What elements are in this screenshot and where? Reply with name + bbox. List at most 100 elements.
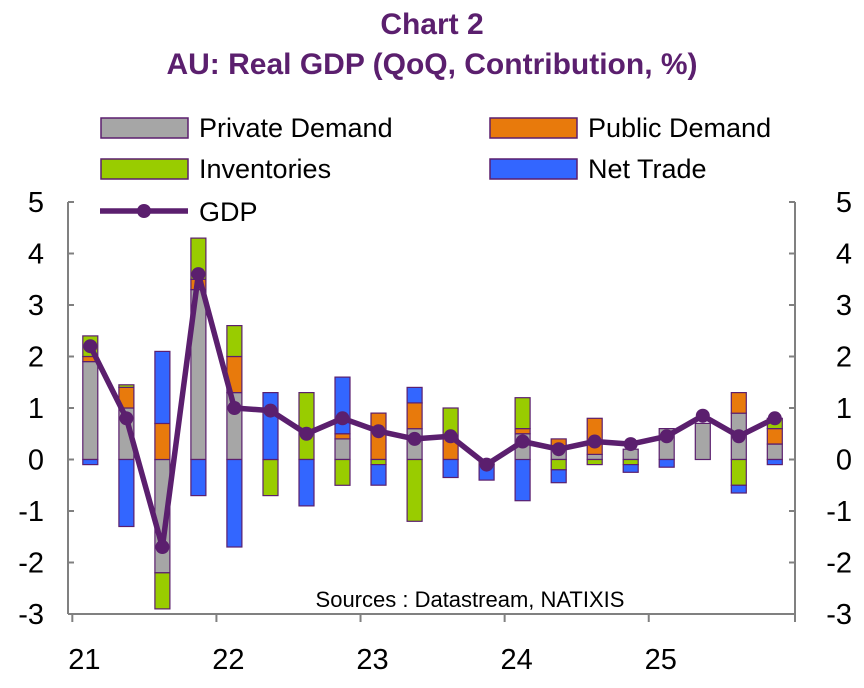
bar-net-trade-22Q3 bbox=[298, 458, 315, 507]
bar-net-trade-21Q1 bbox=[82, 458, 99, 466]
bar-inventories-23Q1 bbox=[370, 458, 387, 466]
gdp-point-21Q1 bbox=[83, 339, 98, 354]
bar-net-trade-25Q3 bbox=[730, 484, 747, 494]
gdp-point-25Q4 bbox=[767, 411, 782, 426]
bar-public-demand-24Q1 bbox=[514, 428, 531, 435]
legend-label-inventories: Inventories bbox=[199, 154, 331, 184]
bar-inventories-24Q4 bbox=[622, 458, 639, 466]
gdp-point-21Q4 bbox=[191, 267, 206, 282]
gdp-point-24Q1 bbox=[515, 434, 530, 449]
bar-public-demand-23Q2 bbox=[406, 402, 423, 430]
legend-swatch-public-demand bbox=[489, 117, 578, 139]
bar-inventories-24Q1 bbox=[514, 397, 531, 430]
bar-net-trade-23Q1 bbox=[370, 464, 387, 486]
gdp-line-layer bbox=[83, 267, 782, 554]
bar-public-demand-21Q3 bbox=[154, 422, 171, 461]
bar-net-trade-21Q2 bbox=[118, 458, 135, 528]
gdp-point-21Q2 bbox=[119, 411, 134, 426]
chart-subtitle: AU: Real GDP (QoQ, Contribution, %) bbox=[166, 48, 698, 81]
legend-swatch-net-trade bbox=[489, 158, 578, 180]
left-y-tick-label: 5 bbox=[28, 187, 44, 219]
left-y-tick-label: 1 bbox=[28, 393, 44, 425]
left-y-tick-label: -2 bbox=[18, 548, 44, 580]
gdp-point-24Q2 bbox=[551, 442, 566, 457]
legend: Private Demand Public Demand Inventories Ne… bbox=[100, 113, 771, 227]
right-y-tick-label: -3 bbox=[826, 599, 852, 631]
bar-private-demand-22Q4 bbox=[334, 438, 351, 461]
bar-net-trade-21Q3 bbox=[154, 350, 171, 425]
left-y-tick-label: -3 bbox=[18, 599, 44, 631]
legend-label-gdp: GDP bbox=[199, 197, 258, 227]
source-note: Sources : Datastream, NATIXIS bbox=[316, 587, 625, 612]
bar-inventories-24Q3 bbox=[586, 458, 603, 466]
right-y-tick-label: 1 bbox=[836, 393, 852, 425]
gdp-point-22Q1 bbox=[227, 401, 242, 415]
right-y-tick-label: -1 bbox=[826, 496, 852, 528]
x-tick-label: 21 bbox=[68, 644, 100, 676]
bar-layer bbox=[82, 237, 783, 610]
gdp-point-22Q4 bbox=[335, 411, 350, 426]
right-y-tick-label: 3 bbox=[836, 290, 852, 322]
bar-net-trade-23Q2 bbox=[406, 386, 423, 404]
bar-private-demand-24Q3 bbox=[586, 453, 603, 461]
bar-inventories-21Q2 bbox=[118, 384, 135, 388]
left-y-tick-label: -1 bbox=[18, 496, 44, 528]
x-tick-label: 22 bbox=[212, 644, 244, 676]
legend-swatch-private-demand bbox=[100, 117, 189, 139]
gdp-point-21Q3 bbox=[155, 540, 170, 554]
right-y-tick-label: 5 bbox=[836, 187, 852, 219]
bar-net-trade-22Q1 bbox=[226, 458, 243, 548]
bar-net-trade-24Q4 bbox=[622, 464, 639, 473]
gdp-point-25Q3 bbox=[731, 429, 746, 444]
bar-inventories-21Q3 bbox=[154, 572, 171, 610]
bar-public-demand-22Q4 bbox=[334, 433, 351, 440]
right-y-tick-label: 0 bbox=[836, 445, 852, 477]
x-tick-label: 25 bbox=[645, 644, 677, 676]
gdp-point-24Q3 bbox=[587, 434, 602, 449]
bar-net-trade-23Q3 bbox=[442, 458, 459, 479]
bar-inventories-22Q3 bbox=[298, 392, 315, 461]
bar-private-demand-21Q1 bbox=[82, 361, 99, 461]
bar-net-trade-22Q2 bbox=[262, 392, 279, 461]
bar-private-demand-25Q2 bbox=[694, 422, 711, 461]
gdp-point-25Q1 bbox=[659, 429, 674, 444]
bar-net-trade-21Q4 bbox=[190, 458, 207, 497]
right-y-tick-label: 4 bbox=[836, 239, 852, 271]
legend-label-public-demand: Public Demand bbox=[588, 113, 771, 143]
gdp-point-23Q2 bbox=[407, 431, 422, 446]
bar-inventories-23Q2 bbox=[406, 458, 423, 522]
right-y-tick-label: -2 bbox=[826, 548, 852, 580]
left-y-tick-label: 2 bbox=[28, 342, 44, 374]
bar-inventories-24Q2 bbox=[550, 458, 567, 471]
right-y-tick-label: 2 bbox=[836, 342, 852, 374]
x-tick-label: 24 bbox=[500, 644, 532, 676]
bar-public-demand-25Q4 bbox=[766, 428, 783, 445]
left-y-tick-label: 0 bbox=[28, 445, 44, 477]
bar-net-trade-25Q1 bbox=[658, 458, 675, 468]
gdp-point-23Q3 bbox=[443, 429, 458, 444]
left-y-tick-label: 3 bbox=[28, 290, 44, 322]
gdp-point-23Q1 bbox=[371, 424, 386, 439]
legend-label-private-demand: Private Demand bbox=[199, 113, 393, 143]
gdp-point-22Q3 bbox=[299, 426, 314, 441]
gdp-point-24Q4 bbox=[623, 437, 638, 452]
chart-title: Chart 2 bbox=[380, 8, 484, 41]
legend-label-net-trade: Net Trade bbox=[588, 154, 707, 184]
bar-inventories-22Q1 bbox=[226, 325, 243, 358]
gdp-point-25Q2 bbox=[695, 408, 710, 423]
left-y-tick-label: 4 bbox=[28, 239, 44, 271]
bar-inventories-25Q3 bbox=[730, 458, 747, 486]
gdp-point-23Q4 bbox=[479, 457, 494, 472]
bar-net-trade-25Q4 bbox=[766, 458, 783, 466]
gdp-point-22Q2 bbox=[263, 403, 278, 418]
legend-marker-gdp bbox=[137, 204, 151, 218]
axes-layer: 5 54 43 32 21 10 0-1 -1-2 -2-3 -321 22 23 24 25 bbox=[18, 187, 852, 676]
bar-net-trade-24Q2 bbox=[550, 469, 567, 484]
bar-net-trade-24Q1 bbox=[514, 458, 531, 502]
bar-inventories-22Q2 bbox=[262, 458, 279, 497]
legend-swatch-inventories bbox=[100, 158, 189, 180]
bar-public-demand-25Q3 bbox=[730, 392, 747, 414]
bar-private-demand-25Q4 bbox=[766, 443, 783, 461]
x-tick-label: 23 bbox=[356, 644, 388, 676]
